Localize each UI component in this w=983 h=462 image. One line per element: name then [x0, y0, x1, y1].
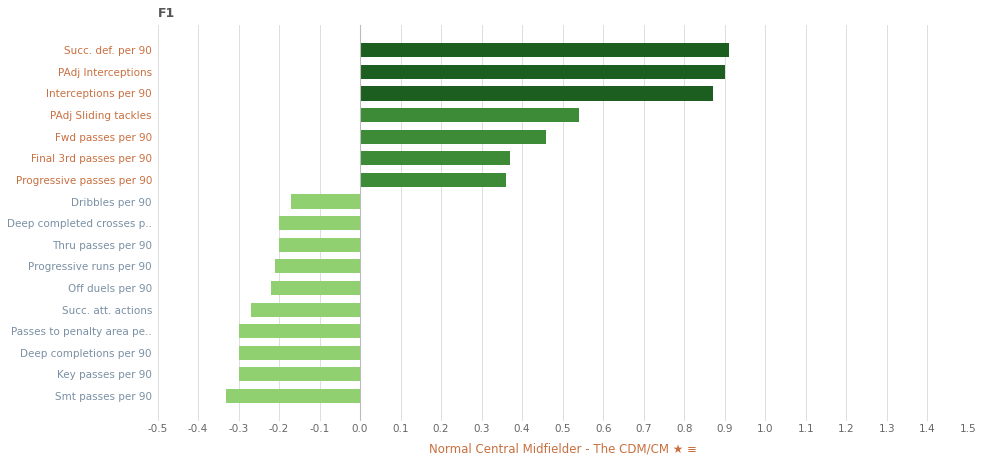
Bar	[226, 389, 360, 403]
Bar	[360, 86, 713, 101]
Bar	[360, 108, 579, 122]
Bar	[360, 130, 547, 144]
Text: F1: F1	[157, 7, 175, 20]
Bar	[271, 281, 360, 295]
Bar	[239, 324, 360, 338]
Bar	[279, 216, 360, 230]
Bar	[360, 43, 728, 57]
Bar	[239, 367, 360, 381]
Bar	[360, 173, 506, 187]
Bar	[360, 151, 510, 165]
Bar	[291, 195, 360, 208]
Bar	[279, 237, 360, 252]
Bar	[360, 65, 724, 79]
Bar	[251, 303, 360, 316]
X-axis label: Normal Central Midfielder - The CDM/CM ★ ≡: Normal Central Midfielder - The CDM/CM ★…	[429, 442, 697, 455]
Bar	[239, 346, 360, 360]
Bar	[275, 259, 360, 274]
